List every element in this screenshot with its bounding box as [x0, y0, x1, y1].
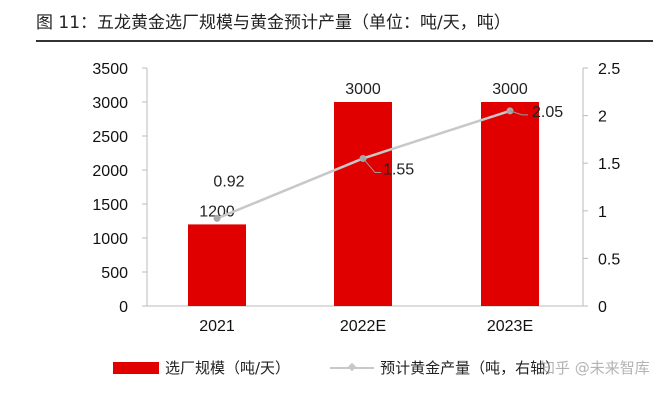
legend-swatch-bar	[113, 361, 159, 374]
right-tick-label: 0.5	[598, 251, 620, 268]
legend-label-bar: 选厂规模（吨/天）	[165, 359, 291, 377]
x-tick-label: 2021	[199, 318, 235, 335]
bar-data-label: 3000	[492, 81, 528, 98]
bar-2021	[188, 224, 246, 306]
left-tick-label: 0	[119, 299, 128, 316]
bar-data-label: 1200	[199, 203, 235, 220]
bar-2023E	[481, 102, 539, 306]
right-tick-label: 1.5	[598, 156, 620, 173]
leader-line	[509, 110, 528, 116]
x-tick-label: 2022E	[340, 318, 386, 335]
bar-2022E	[334, 102, 392, 306]
right-tick-label: 1	[598, 204, 607, 221]
left-tick-label: 1500	[92, 197, 128, 214]
line-data-label: 1.55	[383, 161, 414, 178]
legend: 选厂规模（吨/天） 预计黄金产量（吨，右轴）	[113, 357, 560, 378]
figure-title: 图 11：五龙黄金选厂规模与黄金预计产量（单位：吨/天，吨）	[36, 13, 511, 33]
watermark: 知乎 @未来智库	[540, 359, 650, 377]
left-tick-label: 3500	[92, 61, 128, 78]
legend-swatch-line	[330, 362, 375, 371]
right-tick-label: 2	[598, 109, 607, 126]
leader-line	[362, 158, 381, 173]
line-data-label: 0.92	[213, 173, 244, 190]
left-tick-label: 2500	[92, 129, 128, 146]
left-tick-label: 1000	[92, 231, 128, 248]
left-tick-label: 2000	[92, 163, 128, 180]
title-rule	[36, 40, 653, 42]
line-point-2021	[213, 214, 221, 222]
legend-label-line: 预计黄金产量（吨，右轴）	[380, 359, 561, 377]
line-data-label: 2.05	[532, 104, 563, 121]
left-tick-label: 3000	[92, 95, 128, 112]
bar-data-label: 3000	[345, 81, 381, 98]
x-tick-label: 2023E	[487, 318, 533, 335]
right-tick-label: 2.5	[598, 61, 620, 78]
right-tick-label: 0	[598, 299, 607, 316]
left-tick-label: 500	[101, 265, 128, 282]
